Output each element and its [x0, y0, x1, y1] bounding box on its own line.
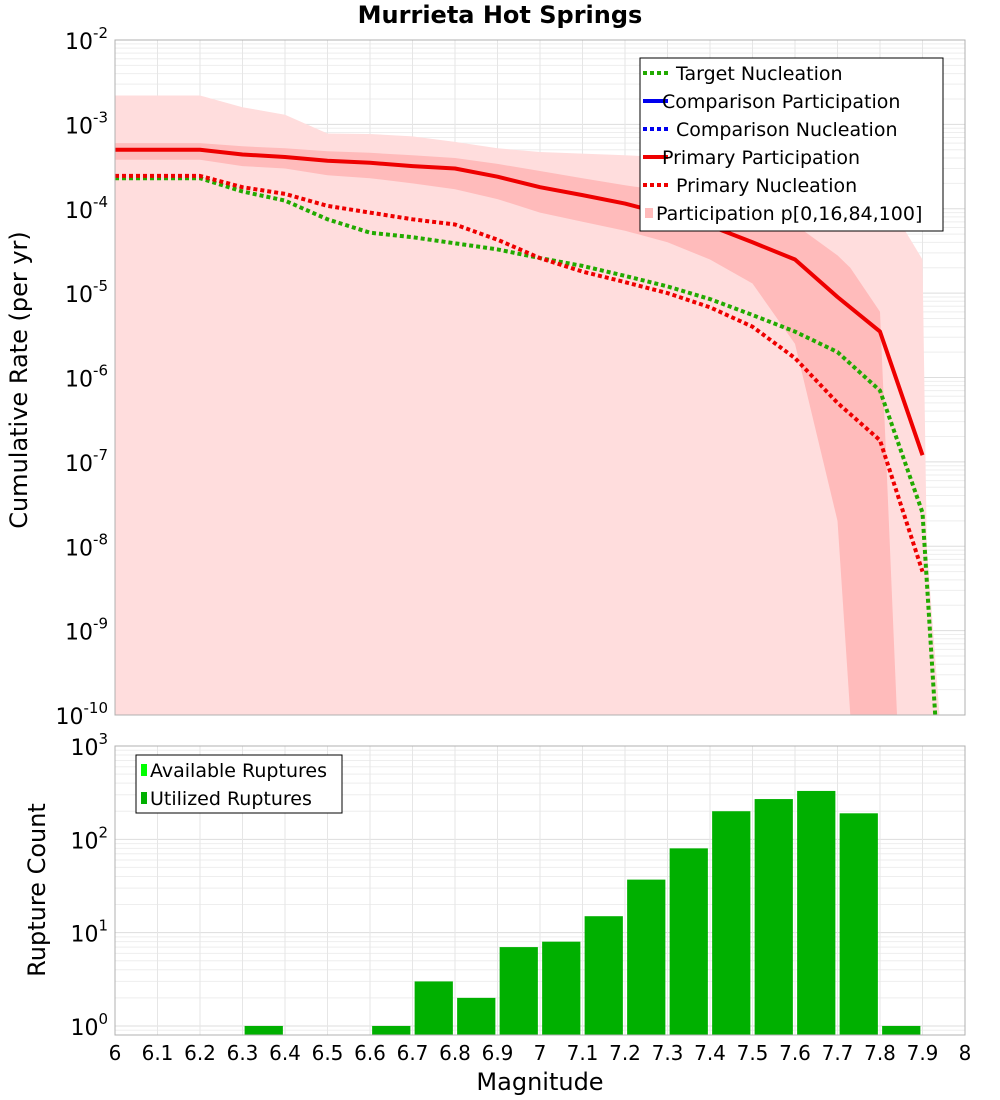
x-tick-label: 6.9 — [482, 1041, 514, 1065]
x-tick-label: 7 — [534, 1041, 547, 1065]
x-tick-label: 7.6 — [779, 1041, 811, 1065]
x-tick-label: 6.5 — [312, 1041, 344, 1065]
rupture-count-bar — [584, 916, 623, 1035]
x-tick-label: 7.5 — [737, 1041, 769, 1065]
x-tick-label: 6.4 — [269, 1041, 301, 1065]
rupture-count-bar — [669, 848, 708, 1035]
rupture-count-bar — [457, 997, 496, 1035]
y-tick-label: 10-4 — [65, 193, 108, 224]
x-tick-label: 7.3 — [652, 1041, 684, 1065]
primary-nucleation-line — [115, 173, 925, 573]
x-tick-label: 7.1 — [567, 1041, 599, 1065]
x-tick-label: 6.7 — [397, 1041, 429, 1065]
legend-swatch — [141, 764, 147, 776]
legend-swatch — [141, 792, 147, 804]
y-tick-label: 103 — [70, 730, 108, 761]
top-legend: Target Nucleation Comparison Participatio… — [639, 57, 944, 232]
target-nucleation-line — [115, 176, 938, 715]
x-tick-label: 7.9 — [907, 1041, 939, 1065]
y-tick-label: 100 — [70, 1010, 108, 1041]
rupture-count-bar — [542, 941, 581, 1035]
x-tick-label: 7.2 — [609, 1041, 641, 1065]
rupture-count-bar — [414, 981, 453, 1035]
y-tick-label: 10-5 — [65, 277, 108, 308]
legend-label: Primary Nucleation — [676, 175, 857, 197]
chart-title: Murrieta Hot Springs — [358, 1, 643, 29]
rupture-count-bar — [372, 1025, 411, 1035]
legend-label: Utilized Ruptures — [150, 788, 312, 810]
rupture-count-bar — [754, 799, 793, 1035]
legend-label: Participation p[0,16,84,100] — [656, 203, 922, 225]
legend-swatch — [645, 208, 653, 218]
legend-label: Comparison Nucleation — [676, 119, 898, 141]
x-tick-label: 7.8 — [864, 1041, 896, 1065]
rupture-count-bar — [244, 1025, 283, 1035]
rupture-count-bar — [499, 947, 538, 1035]
y-tick-label: 10-7 — [65, 446, 108, 477]
x-tick-label: 6 — [109, 1041, 122, 1065]
legend-label: Available Ruptures — [150, 760, 327, 782]
top-plot-area: 10-10 10-9 10-8 10-7 10-6 10-5 10-4 10-3 10-2 Tar… — [56, 24, 966, 730]
x-tick-label: 6.2 — [184, 1041, 216, 1065]
x-tick-label: 6.1 — [142, 1041, 174, 1065]
rupture-bars — [244, 790, 921, 1035]
top-plot-frame — [114, 39, 966, 716]
legend-label: Primary Participation — [662, 147, 860, 169]
legend-label: Target Nucleation — [675, 63, 843, 85]
bottom-grid — [114, 746, 966, 1036]
rupture-count-bar — [882, 1025, 921, 1035]
top-data-layer — [115, 95, 940, 715]
rupture-count-bar — [797, 790, 836, 1035]
rupture-count-bar — [627, 879, 666, 1035]
bottom-y-axis-label: Rupture Count — [23, 803, 51, 977]
y-tick-label: 10-6 — [65, 362, 108, 393]
y-tick-label: 10-2 — [65, 24, 108, 55]
primary-participation-line — [115, 147, 925, 456]
legend-box — [135, 754, 343, 814]
rupture-count-bar — [712, 811, 751, 1035]
y-tick-label: 10-8 — [65, 530, 108, 561]
x-tick-label: 8 — [959, 1041, 972, 1065]
bottom-plot-area: 100 101 102 103 6 6.1 6.2 6.3 6.4 6.5 6.6 6.7 6.8 6.9… — [70, 730, 971, 1065]
legend-label: Comparison Participation — [662, 91, 900, 113]
bottom-plot-frame — [114, 745, 966, 1036]
top-y-axis-label: Cumulative Rate (per yr) — [5, 231, 33, 529]
x-tick-label: 6.3 — [227, 1041, 259, 1065]
x-tick-label: 7.7 — [822, 1041, 854, 1065]
x-tick-label: 6.8 — [439, 1041, 471, 1065]
legend-box — [639, 57, 944, 232]
y-tick-label: 101 — [70, 917, 108, 948]
rupture-count-bar — [839, 813, 878, 1035]
bottom-legend: Available Ruptures Utilized Ruptures — [135, 754, 343, 814]
y-tick-label: 102 — [70, 823, 108, 854]
y-tick-label: 10-3 — [65, 108, 108, 139]
x-axis-label: Magnitude — [476, 1068, 603, 1096]
x-tick-label: 6.6 — [354, 1041, 386, 1065]
y-tick-label: 10-10 — [56, 699, 109, 730]
x-tick-label: 7.4 — [694, 1041, 726, 1065]
y-tick-label: 10-9 — [65, 615, 108, 646]
